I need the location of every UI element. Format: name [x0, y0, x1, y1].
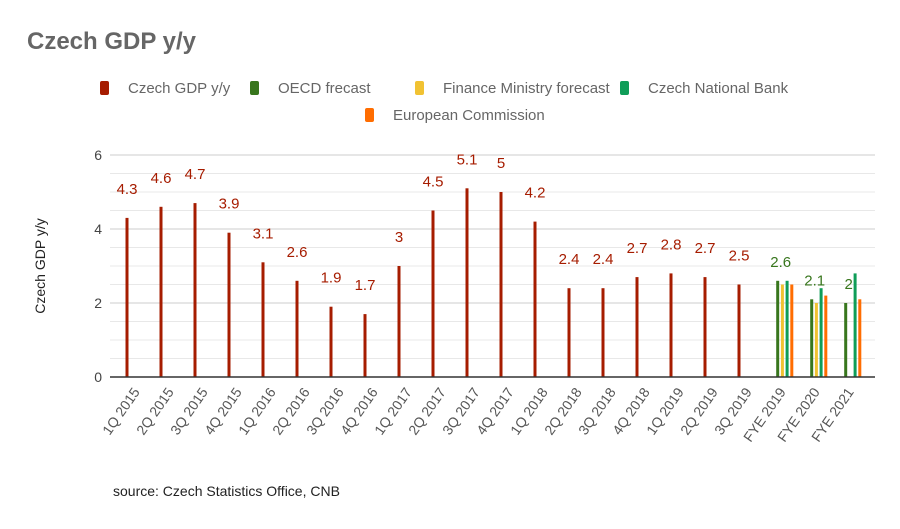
data-label: 1.7: [355, 277, 376, 294]
bar: [397, 266, 401, 377]
bar: [824, 295, 828, 377]
data-label: 4.6: [151, 170, 172, 187]
y-tick-label: 6: [94, 147, 102, 163]
data-label: 2.8: [661, 236, 682, 253]
bar: [601, 288, 605, 377]
bar: [853, 273, 857, 377]
y-tick-label: 2: [94, 295, 102, 311]
bar: [858, 299, 862, 377]
data-label: 1.9: [321, 270, 342, 287]
bar: [159, 206, 163, 377]
data-label: 3: [395, 229, 403, 246]
data-label: 4.5: [423, 174, 444, 191]
bar: [363, 314, 367, 377]
data-label: 4.2: [525, 185, 546, 202]
bar: [669, 273, 673, 377]
data-label: 2.7: [695, 240, 716, 257]
data-label: 4.7: [185, 166, 206, 183]
legend-swatch: [620, 81, 629, 95]
bar: [819, 288, 823, 377]
data-label: 2.6: [770, 254, 791, 271]
bar: [737, 284, 741, 377]
bar: [810, 299, 814, 377]
legend-label: OECD frecast: [278, 80, 371, 97]
bar: [785, 280, 789, 377]
legend-swatch: [365, 108, 374, 122]
bar: [465, 188, 469, 377]
chart-title: Czech GDP y/y: [27, 28, 196, 55]
legend-label: European Commission: [393, 107, 545, 124]
bar: [431, 210, 435, 377]
data-label: 2.4: [559, 251, 580, 268]
source-note: source: Czech Statistics Office, CNB: [113, 483, 340, 499]
bar: [499, 192, 503, 377]
y-tick-label: 4: [94, 221, 102, 237]
bar: [295, 280, 299, 377]
data-label: 2.6: [287, 244, 308, 261]
bar: [776, 280, 780, 377]
data-label: 2.1: [804, 272, 825, 289]
data-label: 2: [845, 276, 853, 293]
bar: [329, 306, 333, 377]
bar: [227, 232, 231, 377]
bar: [703, 277, 707, 377]
data-label: 2.5: [729, 248, 750, 265]
y-axis-label: Czech GDP y/y: [32, 218, 48, 313]
bar: [814, 303, 818, 377]
bar: [567, 288, 571, 377]
data-label: 3.9: [219, 196, 240, 213]
bar: [844, 303, 848, 377]
legend-label: Czech GDP y/y: [128, 80, 231, 97]
bar: [780, 284, 784, 377]
legend-swatch: [100, 81, 109, 95]
bar: [533, 221, 537, 377]
data-label: 5.1: [457, 151, 478, 168]
bar: [261, 262, 265, 377]
legend-label: Finance Ministry forecast: [443, 80, 611, 97]
bar: [635, 277, 639, 377]
y-tick-label: 0: [94, 369, 102, 385]
data-label: 2.4: [593, 251, 614, 268]
data-label: 4.3: [117, 181, 138, 198]
legend-swatch: [415, 81, 424, 95]
data-label: 3.1: [253, 225, 274, 242]
bar: [125, 217, 129, 377]
legend-label: Czech National Bank: [648, 80, 789, 97]
bar: [790, 284, 794, 377]
data-label: 2.7: [627, 240, 648, 257]
legend-swatch: [250, 81, 259, 95]
bar: [193, 203, 197, 377]
data-label: 5: [497, 155, 505, 172]
